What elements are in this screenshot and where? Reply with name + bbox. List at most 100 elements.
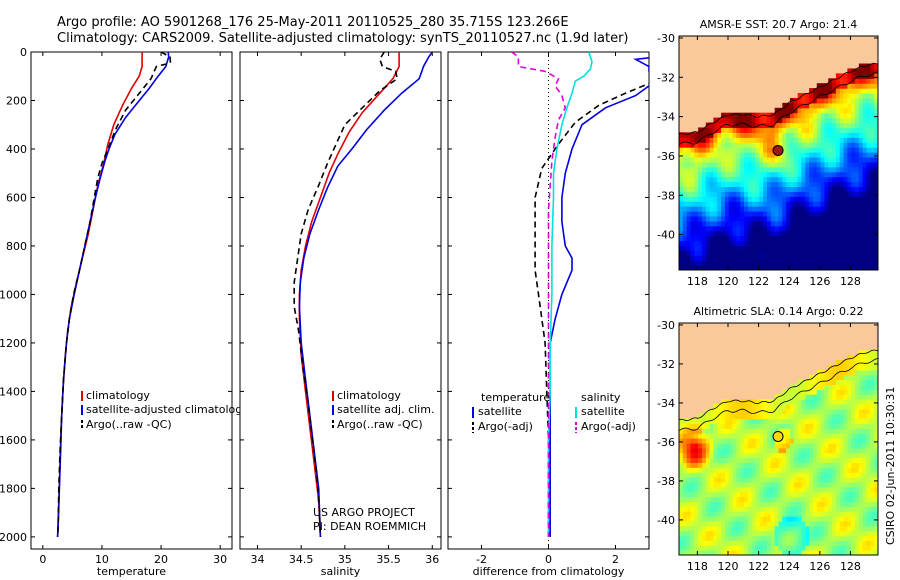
map-cell bbox=[828, 520, 833, 527]
map-cell bbox=[740, 462, 745, 468]
map-cell bbox=[801, 433, 806, 439]
map-cell bbox=[705, 486, 711, 493]
map-cell bbox=[832, 181, 837, 188]
map-cell bbox=[782, 496, 787, 502]
map-cell bbox=[832, 545, 837, 551]
figure-title-line2: Climatology: CARS2009. Satellite-adjuste… bbox=[57, 31, 629, 46]
map-cell bbox=[797, 540, 803, 546]
map-cell bbox=[782, 408, 787, 415]
map-cell bbox=[816, 501, 822, 507]
map-cell bbox=[717, 132, 722, 138]
map-cell bbox=[763, 545, 768, 551]
map-cell bbox=[778, 265, 783, 270]
map-cell bbox=[805, 225, 810, 232]
map-cell bbox=[694, 132, 699, 138]
map-cell bbox=[870, 399, 875, 405]
map-cell bbox=[724, 122, 730, 129]
map-cell bbox=[786, 442, 791, 449]
map-cell bbox=[713, 516, 718, 522]
map-cell bbox=[744, 191, 749, 197]
map-cell bbox=[679, 255, 684, 261]
map-cell bbox=[728, 477, 734, 483]
map-cell bbox=[759, 477, 764, 483]
map-cell bbox=[793, 496, 799, 502]
map-cell bbox=[713, 511, 718, 517]
map-cell bbox=[858, 477, 864, 483]
x-tick-label: 34.5 bbox=[289, 553, 314, 566]
map-cell bbox=[793, 230, 799, 237]
map-cell bbox=[855, 127, 860, 133]
map-cell bbox=[805, 438, 810, 444]
map-cell bbox=[820, 156, 826, 163]
map-cell bbox=[755, 250, 760, 256]
map-cell bbox=[698, 520, 703, 527]
map-cell bbox=[862, 93, 868, 99]
map-cell bbox=[839, 413, 845, 420]
map-cell bbox=[832, 389, 837, 395]
map-cell bbox=[843, 433, 848, 439]
map-cell bbox=[812, 491, 818, 498]
map-cell bbox=[694, 540, 699, 546]
map-cell bbox=[698, 545, 703, 551]
map-cell bbox=[793, 433, 799, 439]
map-cell bbox=[839, 545, 845, 551]
map-cell bbox=[820, 477, 826, 483]
map-cell bbox=[839, 530, 845, 537]
map-cell bbox=[786, 481, 791, 488]
map-cell bbox=[701, 428, 707, 434]
map-cell bbox=[717, 127, 722, 133]
map-cell bbox=[740, 442, 745, 449]
map-cell bbox=[816, 511, 822, 517]
map-cell bbox=[839, 452, 845, 459]
map-cell bbox=[809, 540, 814, 546]
map-cell bbox=[732, 433, 738, 439]
map-cell bbox=[728, 452, 734, 459]
map-cell bbox=[698, 181, 703, 188]
map-cell bbox=[866, 525, 871, 532]
map-cell bbox=[709, 137, 715, 143]
map-cell bbox=[789, 220, 795, 227]
x-tick-label: 20 bbox=[154, 553, 168, 566]
map-cell bbox=[744, 220, 749, 227]
map-cell bbox=[801, 408, 806, 415]
map-cell bbox=[778, 132, 783, 138]
map-cell bbox=[839, 442, 845, 449]
map-cell bbox=[740, 240, 745, 247]
map-cell bbox=[855, 399, 860, 405]
map-cell bbox=[816, 191, 822, 197]
map-cell bbox=[686, 530, 692, 537]
map-cell bbox=[740, 501, 745, 507]
map-cell bbox=[789, 433, 795, 439]
map-cell bbox=[782, 132, 787, 138]
map-cell bbox=[874, 171, 878, 178]
map-cell bbox=[797, 211, 803, 217]
map-cell bbox=[694, 433, 699, 439]
map-cell bbox=[789, 535, 795, 541]
map-cell bbox=[816, 235, 822, 242]
map-cell bbox=[686, 166, 692, 173]
map-cell bbox=[809, 403, 814, 410]
map-cell bbox=[736, 408, 741, 415]
map-cell bbox=[721, 245, 726, 251]
map-cell bbox=[862, 147, 868, 153]
map-cell bbox=[851, 250, 856, 256]
map-cell bbox=[801, 211, 806, 217]
map-cell bbox=[789, 235, 795, 242]
map-cell bbox=[709, 147, 715, 153]
map-cell bbox=[786, 211, 791, 217]
map-cell bbox=[828, 156, 833, 163]
map-cell bbox=[805, 457, 810, 463]
map-cell bbox=[820, 196, 826, 202]
map-cell bbox=[855, 240, 860, 247]
map-cell bbox=[682, 196, 688, 202]
map-cell bbox=[721, 545, 726, 551]
map-cell bbox=[759, 137, 764, 143]
map-cell bbox=[835, 472, 841, 478]
map-cell bbox=[805, 506, 810, 512]
map-cell bbox=[767, 186, 772, 192]
map-cell bbox=[805, 408, 810, 415]
map-cell bbox=[728, 245, 734, 251]
map-cell bbox=[744, 161, 749, 168]
map-cell bbox=[724, 491, 730, 498]
map-cell bbox=[682, 265, 688, 270]
